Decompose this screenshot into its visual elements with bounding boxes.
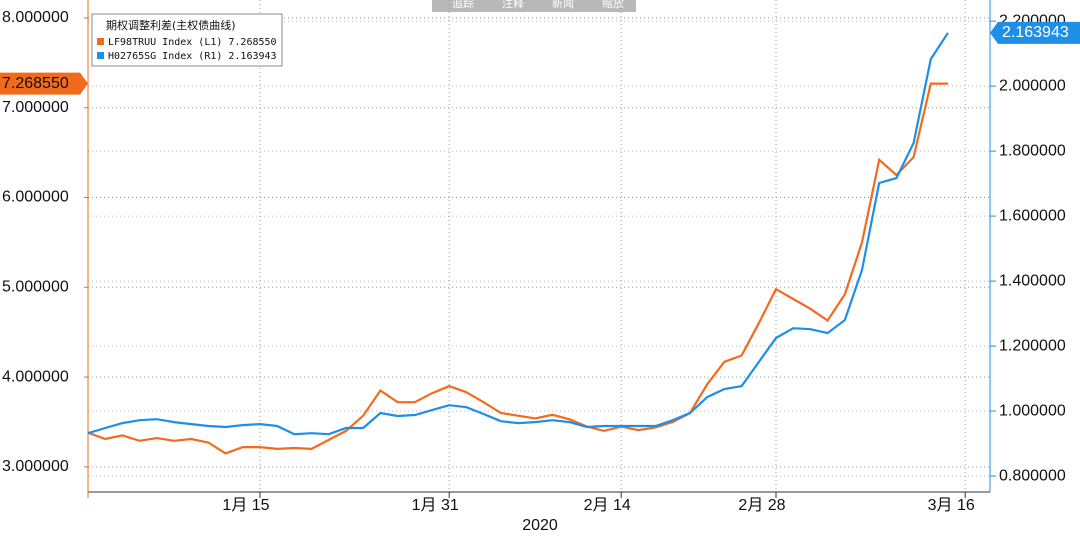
value-flag: [0, 72, 88, 95]
x-tick-label: 1月 15: [222, 497, 269, 514]
toolbar: 追踪 注释 新闻 缩放: [432, 0, 636, 12]
y2-tick-label: 1.000000: [999, 402, 1066, 419]
value-flag-label: 7.268550: [2, 75, 69, 92]
legend-swatch: [97, 38, 104, 45]
y-tick-label: 6.000000: [2, 189, 69, 206]
legend-name: LF98TRUU Index: [108, 37, 192, 48]
x-tick-label: 3月 16: [928, 497, 975, 514]
legend-title: 期权调整利差(主权债曲线): [106, 18, 236, 32]
legend-box: [91, 13, 283, 67]
legend-entry: H02765SG Index (R1) 2.163943: [108, 51, 277, 62]
x-tick-label: 2月 28: [738, 497, 785, 514]
value-flag-label: 2.163943: [1002, 24, 1069, 41]
toolbar-button[interactable]: 追踪: [452, 0, 474, 10]
x-tick-label: 2月 14: [584, 497, 631, 514]
x-axis-label: 2020: [522, 517, 558, 534]
toolbar-button[interactable]: 注释: [502, 0, 524, 10]
toolbar-button[interactable]: 新闻: [552, 0, 574, 10]
series-line: [87, 32, 949, 436]
legend-last_label: 2.163943: [228, 51, 276, 62]
value-flag: [990, 21, 1080, 44]
series-line: [87, 82, 948, 455]
legend: 期权调整利差(主权债曲线) LF98TRUU Index (L1) 7.268550 H…: [91, 13, 283, 67]
legend-entry: LF98TRUU Index (L1) 7.268550: [108, 37, 277, 48]
y-tick-label: 7.000000: [2, 99, 69, 116]
y-tick-label: 8.000000: [2, 9, 69, 26]
legend-swatch: [97, 52, 104, 59]
y2-tick-label: 0.800000: [999, 467, 1066, 484]
y2-tick-label: 1.600000: [999, 207, 1066, 224]
legend-last_label: 7.268550: [228, 37, 276, 48]
x-tick-label: 1月 31: [412, 497, 459, 514]
toolbar-button[interactable]: 缩放: [602, 0, 624, 10]
y-tick-label: 3.000000: [2, 458, 69, 475]
y2-tick-label: 1.200000: [999, 337, 1066, 354]
y2-tick-label: 1.400000: [999, 272, 1066, 289]
y-tick-label: 5.000000: [2, 279, 69, 296]
toolbar-bg: [432, 0, 636, 12]
y2-tick-label: 2.000000: [999, 77, 1066, 94]
y2-tick-label: 1.800000: [999, 142, 1066, 159]
legend-tag: (L1): [198, 37, 222, 48]
y-tick-label: 4.000000: [2, 368, 69, 385]
legend-name: H02765SG Index: [108, 51, 192, 62]
legend-tag: (R1): [198, 51, 222, 62]
